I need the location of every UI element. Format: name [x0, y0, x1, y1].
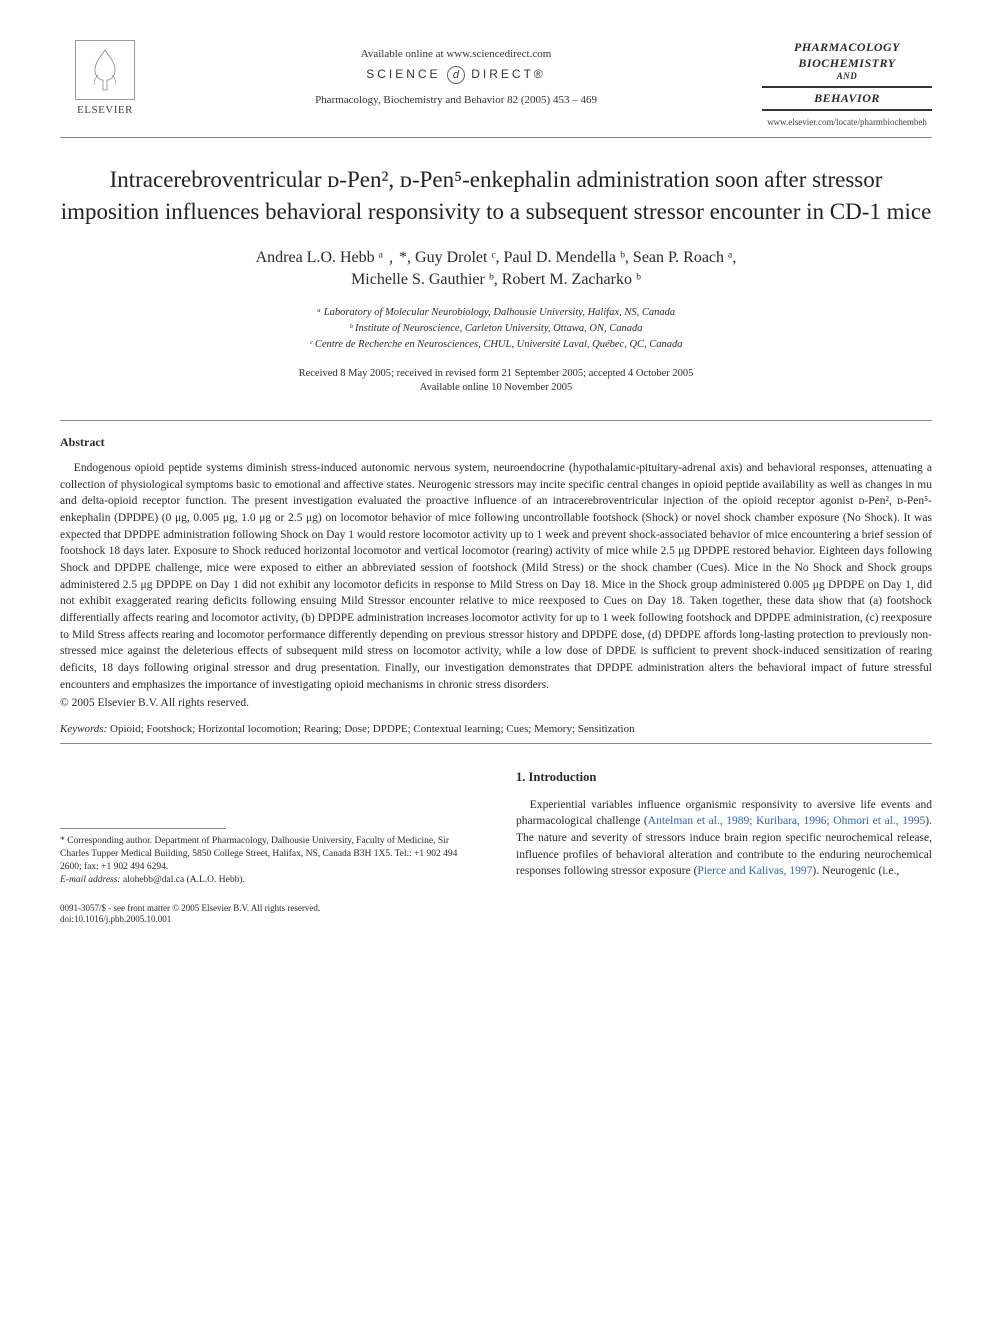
journal-logo-rule: [762, 86, 932, 88]
corresponding-author-footnote: * Corresponding author. Department of Ph…: [60, 835, 476, 873]
journal-url: www.elsevier.com/locate/pharmbiochembeh: [762, 117, 932, 127]
abstract-copyright: © 2005 Elsevier B.V. All rights reserved…: [60, 697, 932, 709]
available-online-text: Available online at www.sciencedirect.co…: [150, 48, 762, 60]
journal-logo-and: AND: [762, 71, 932, 83]
journal-reference: Pharmacology, Biochemistry and Behavior …: [150, 94, 762, 106]
page-header: ELSEVIER Available online at www.science…: [60, 40, 932, 127]
footer-info: 0091-3057/$ - see front matter © 2005 El…: [60, 903, 476, 926]
email-footnote: E-mail address: alohebb@dal.ca (A.L.O. H…: [60, 874, 476, 887]
online-date: Available online 10 November 2005: [60, 381, 932, 396]
right-column: 1. Introduction Experiential variables i…: [516, 768, 932, 926]
elsevier-label: ELSEVIER: [77, 104, 133, 116]
footnote-rule: [60, 828, 226, 829]
header-rule: [60, 137, 932, 138]
sd-circle-icon: d: [447, 66, 465, 84]
journal-logo-line1: PHARMACOLOGY: [762, 40, 932, 56]
keywords-rule: [60, 743, 932, 744]
intro-ref-1[interactable]: Antelman et al., 1989; Kuribara, 1996; O…: [648, 815, 926, 827]
affiliations-block: ᵃ Laboratory of Molecular Neurobiology, …: [60, 305, 932, 352]
introduction-paragraph: Experiential variables influence organis…: [516, 797, 932, 880]
affiliation-c: ᶜ Centre de Recherche en Neurosciences, …: [60, 337, 932, 353]
journal-logo-line3: BEHAVIOR: [762, 91, 932, 107]
center-header: Available online at www.sciencedirect.co…: [150, 40, 762, 106]
article-dates: Received 8 May 2005; received in revised…: [60, 367, 932, 396]
sd-label-2: DIRECT®: [471, 67, 546, 81]
journal-logo-block: PHARMACOLOGY BIOCHEMISTRY AND BEHAVIOR w…: [762, 40, 932, 127]
abstract-heading: Abstract: [60, 435, 932, 450]
introduction-heading: 1. Introduction: [516, 768, 932, 786]
tree-icon: [80, 45, 130, 95]
abstract-top-rule: [60, 420, 932, 421]
intro-text-post: ). Neurogenic (i.e.,: [812, 865, 899, 877]
two-column-layout: * Corresponding author. Department of Ph…: [60, 768, 932, 926]
journal-logo-rule-2: [762, 109, 932, 111]
authors-block: Andrea L.O. Hebb ᵃ﹐*, Guy Drolet ᶜ, Paul…: [60, 247, 932, 292]
front-matter: 0091-3057/$ - see front matter © 2005 El…: [60, 903, 476, 915]
sd-label-1: SCIENCE: [366, 67, 440, 81]
abstract-body: Endogenous opioid peptide systems dimini…: [60, 460, 932, 693]
authors-line-2: Michelle S. Gauthier ᵇ, Robert M. Zachar…: [60, 269, 932, 291]
email-value: alohebb@dal.ca (A.L.O. Hebb).: [123, 875, 245, 885]
affiliation-b: ᵇ Institute of Neuroscience, Carleton Un…: [60, 321, 932, 337]
article-title: Intracerebroventricular ᴅ-Pen², ᴅ-Pen⁵-e…: [60, 164, 932, 226]
elsevier-tree-icon: [75, 40, 135, 100]
affiliation-a: ᵃ Laboratory of Molecular Neurobiology, …: [60, 305, 932, 321]
left-column: * Corresponding author. Department of Ph…: [60, 768, 476, 926]
email-label: E-mail address:: [60, 875, 121, 885]
received-date: Received 8 May 2005; received in revised…: [60, 367, 932, 382]
keywords-label: Keywords:: [60, 723, 107, 735]
journal-logo-line2: BIOCHEMISTRY: [762, 56, 932, 72]
intro-ref-2[interactable]: Pierce and Kalivas, 1997: [697, 865, 812, 877]
keywords-list: Opioid; Footshock; Horizontal locomotion…: [110, 723, 635, 735]
authors-line-1: Andrea L.O. Hebb ᵃ﹐*, Guy Drolet ᶜ, Paul…: [60, 247, 932, 269]
keywords-line: Keywords: Opioid; Footshock; Horizontal …: [60, 723, 932, 735]
doi: doi:10.1016/j.pbb.2005.10.001: [60, 914, 476, 926]
sciencedirect-logo: SCIENCE d DIRECT®: [150, 66, 762, 84]
elsevier-logo-block: ELSEVIER: [60, 40, 150, 116]
